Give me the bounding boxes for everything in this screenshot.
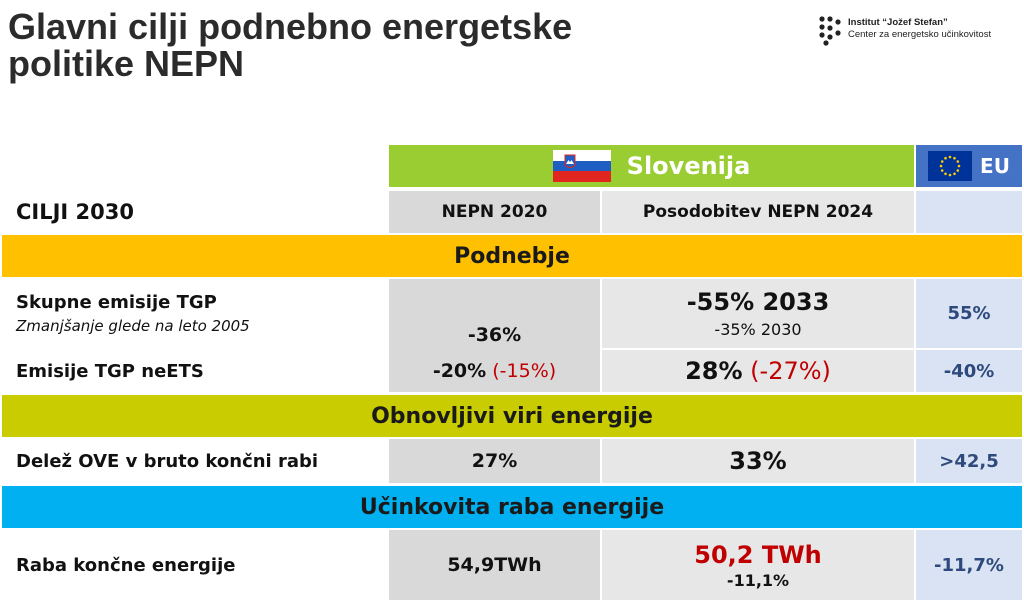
- section-obnovljivi: Obnovljivi viri energije: [2, 395, 1022, 437]
- neets-nepn2020-red: (-15%): [492, 360, 557, 382]
- ove-eu: >42,5: [916, 439, 1022, 483]
- row-label-skupne-emisije: Skupne emisije TGP Zmanjšanje glede na l…: [2, 279, 387, 348]
- eu-header: EU: [916, 145, 1022, 187]
- page-title: Glavni cilji podnebno energetske politik…: [8, 6, 573, 84]
- ove-nepn2020: 27%: [389, 439, 600, 483]
- eu-label: EU: [980, 154, 1010, 178]
- emisije-nepn2024: -55% 2033 -35% 2030: [602, 279, 914, 348]
- logo-line-1: Institut “Jožef Stefan”: [848, 17, 948, 28]
- section-ucinkovita: Učinkovita raba energije: [2, 486, 1022, 528]
- emisije-eu: 55%: [916, 279, 1022, 348]
- neets-nepn2024-value: 28%: [685, 357, 743, 385]
- institute-logo-icon: [819, 16, 841, 46]
- row-title: Skupne emisije TGP: [16, 292, 217, 313]
- column-header-eu: [916, 191, 1022, 233]
- neets-nepn2024-red: (-27%): [750, 357, 831, 385]
- raba-nepn2024-sub: -11,1%: [726, 570, 790, 590]
- logo-line-2: Center za energetsko učinkovitost: [848, 29, 992, 40]
- neets-nepn2024: 28% (-27%): [602, 350, 914, 392]
- raba-nepn2024-main: 50,2 TWh: [694, 540, 822, 569]
- row-label-ove: Delež OVE v bruto končni rabi: [16, 450, 319, 472]
- emisije-nepn2024-main: -55% 2033: [686, 288, 830, 316]
- row-note: Zmanjšanje glede na leto 2005: [16, 317, 250, 335]
- emisije-nepn2024-sub: -35% 2030: [714, 320, 802, 339]
- slovenija-label: Slovenija: [626, 152, 751, 180]
- section-podnebje: Podnebje: [2, 235, 1022, 277]
- raba-eu: -11,7%: [916, 530, 1022, 600]
- cilji-2030-label: CILJI 2030: [16, 200, 134, 224]
- column-header-nepn-2024: Posodobitev NEPN 2024: [602, 191, 914, 233]
- row-label-neets: Emisije TGP neETS: [16, 360, 204, 382]
- ove-nepn2024: 33%: [602, 439, 914, 483]
- raba-nepn2024: 50,2 TWh -11,1%: [602, 530, 914, 600]
- raba-nepn2020: 54,9TWh: [389, 530, 600, 600]
- slovenia-flag-icon: [552, 150, 611, 182]
- institute-logo: Institut “Jožef Stefan” Center za energe…: [818, 16, 1018, 48]
- slovenija-header: Slovenija: [389, 145, 914, 187]
- neets-nepn2020: -20% (-15%): [389, 350, 600, 392]
- neets-nepn2020-value: -20%: [432, 360, 487, 382]
- neets-eu: -40%: [916, 350, 1022, 392]
- column-header-nepn-2020: NEPN 2020: [389, 191, 600, 233]
- eu-flag-icon: [928, 151, 973, 181]
- row-label-raba: Raba končne energije: [16, 554, 236, 576]
